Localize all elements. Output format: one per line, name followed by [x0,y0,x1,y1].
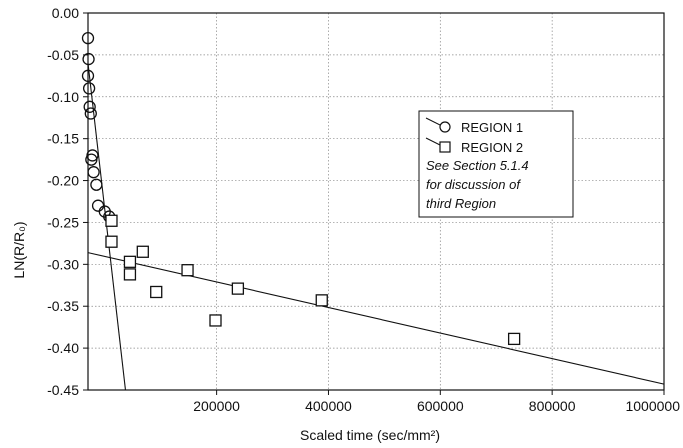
region-1-point [82,52,95,66]
x-axis: 200000 400000 600000 800000 1000000 [193,390,680,414]
region-2-point [507,332,521,346]
region-1-point [81,31,95,45]
y-tick-label: -0.05 [47,47,79,63]
region-1-point [83,100,96,113]
y-tick-label: -0.45 [47,382,79,398]
y-tick-label: 0.00 [52,5,79,21]
legend-item-region-1: REGION 1 [425,117,523,135]
region-2-point [123,268,137,281]
region-2-point [315,294,328,307]
region-2-point [123,255,137,268]
region-1-point [82,82,96,95]
x-axis-title: Scaled time (sec/mm²) [300,427,440,443]
legend-item-region-2: REGION 2 [425,137,523,155]
annotation-line-1: See Section 5.1.4 [426,158,529,173]
y-tick-label: -0.40 [47,340,79,356]
y-tick-label: -0.25 [47,214,79,230]
region-1-point [84,107,97,120]
region-2-point [105,235,118,248]
region-1-point [90,178,103,191]
y-tick-label: -0.10 [47,89,79,105]
x-tick-label: 400000 [305,398,352,414]
legend-marker-square [439,141,451,153]
region-2-point [209,314,222,327]
y-axis: 0.00 -0.05 -0.10 -0.15 -0.20 -0.25 -0.30 -0.35 -… [47,5,88,398]
x-tick-label: 1000000 [625,398,680,414]
x-tick-label: 600000 [417,398,464,414]
region-2-point [150,285,163,299]
region-2-point [181,264,194,277]
annotation-line-2: for discussion of [426,177,521,192]
region-2-point [231,282,245,295]
data-points [81,31,521,346]
legend-marker-circle [439,121,451,133]
region-1-point [81,69,95,82]
y-tick-label: -0.35 [47,298,79,314]
legend: REGION 1 REGION 2 See Section 5.1.4 for … [418,110,574,218]
y-axis-title: LN(R/R₀) [11,221,27,278]
x-tick-label: 200000 [193,398,240,414]
plot-area [87,12,665,391]
legend-label-region-2: REGION 2 [461,140,523,155]
annotation-line-3: third Region [426,196,496,211]
region-1-point [85,153,98,166]
region-1-point [87,166,100,179]
y-tick-label: -0.20 [47,173,79,189]
x-tick-label: 800000 [529,398,576,414]
y-tick-label: -0.30 [47,256,79,272]
legend-label-region-1: REGION 1 [461,120,523,135]
region-2-point [136,245,149,258]
region-2-point [105,214,118,227]
y-tick-label: -0.15 [47,131,79,147]
